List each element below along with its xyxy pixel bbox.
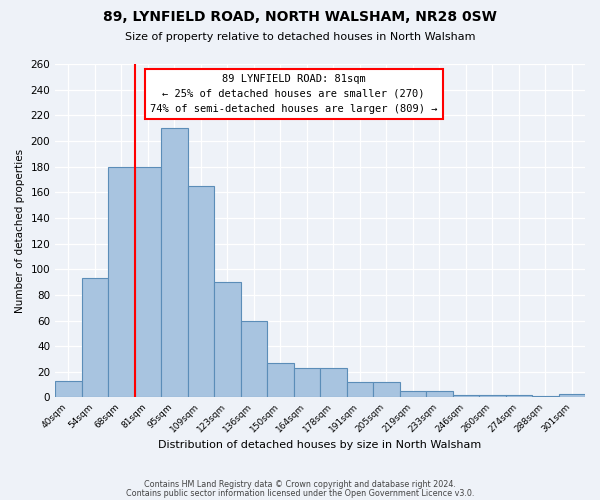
Bar (400, 391, 426, 398)
Bar (82, 278, 108, 398)
Bar (267, 363, 293, 398)
Bar (320, 368, 347, 398)
Bar (293, 368, 320, 398)
Bar (55, 381, 82, 398)
Bar (479, 395, 506, 398)
Bar (559, 394, 585, 398)
Bar (134, 166, 161, 398)
Text: Contains HM Land Registry data © Crown copyright and database right 2024.: Contains HM Land Registry data © Crown c… (144, 480, 456, 489)
Text: Contains public sector information licensed under the Open Government Licence v3: Contains public sector information licen… (126, 488, 474, 498)
Bar (532, 396, 559, 398)
Bar (347, 382, 373, 398)
Text: Size of property relative to detached houses in North Walsham: Size of property relative to detached ho… (125, 32, 475, 42)
Bar (426, 391, 452, 398)
Bar (108, 166, 134, 398)
Bar (188, 186, 214, 398)
Bar (241, 320, 267, 398)
Text: 89 LYNFIELD ROAD: 81sqm
← 25% of detached houses are smaller (270)
74% of semi-d: 89 LYNFIELD ROAD: 81sqm ← 25% of detache… (150, 74, 437, 114)
X-axis label: Distribution of detached houses by size in North Walsham: Distribution of detached houses by size … (158, 440, 482, 450)
Bar (373, 382, 400, 398)
Bar (161, 128, 188, 398)
Bar (506, 395, 532, 398)
Y-axis label: Number of detached properties: Number of detached properties (15, 148, 25, 313)
Text: 89, LYNFIELD ROAD, NORTH WALSHAM, NR28 0SW: 89, LYNFIELD ROAD, NORTH WALSHAM, NR28 0… (103, 10, 497, 24)
Bar (214, 282, 241, 398)
Bar (452, 395, 479, 398)
